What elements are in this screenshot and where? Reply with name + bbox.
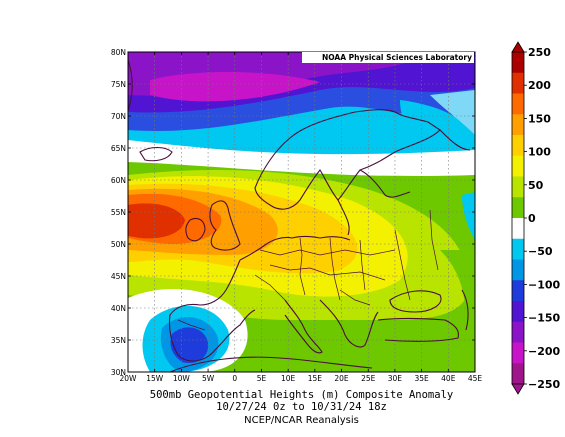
lon-tick-label: 0 [232,374,237,383]
lon-tick-label: 45E [468,374,483,383]
lat-tick-label: 55N [111,208,126,217]
colorbar-swatch [512,280,524,302]
colorbar-swatch [512,218,524,240]
colorbar-swatch [512,321,524,343]
colorbar-swatch [512,93,524,115]
lon-tick-label: 20W [120,374,138,383]
lat-tick-label: 35N [111,336,126,345]
lat-tick-label: 30N [111,368,126,377]
lat-tick-label: 70N [111,112,126,121]
caption-line-3: NCEP/NCAR Reanalysis [244,415,359,426]
colorbar-label: −200 [528,345,561,358]
colorbar-label: 150 [528,112,551,125]
colorbar-label: 250 [528,46,551,59]
colorbar-label: −100 [528,278,561,291]
colorbar-label: −250 [528,378,561,391]
lon-tick-label: 35E [414,374,429,383]
colorbar-swatch [512,72,524,94]
colorbar-label: 0 [528,212,536,225]
lat-tick-label: 65N [111,144,126,153]
colorbar-label: −50 [528,245,553,258]
lat-tick-label: 75N [111,80,126,89]
colorbar-cap-bottom [511,383,525,395]
colorbar-swatch [512,238,524,260]
colorbar-swatch [512,114,524,136]
lat-tick-label: 60N [111,176,126,185]
colorbar-label: −150 [528,312,561,325]
country-borders [177,209,439,331]
lon-tick-label: 15E [308,374,323,383]
colorbar-cap-top [511,41,525,53]
lon-tick-label: 5E [257,374,267,383]
colorbar-swatch [512,363,524,385]
lon-tick-label: 25E [361,374,376,383]
colorbar-swatch [512,135,524,157]
credit-label: NOAA Physical Sciences Laboratory [302,52,474,63]
colorbar-swatch [512,155,524,177]
colorbar [511,41,525,395]
anomaly-field [128,52,475,372]
colorbar-labels: 250 200 150 100 50 0 −50 −100 −150 −200 −250 [524,46,561,391]
lon-tick-label: 15W [146,374,164,383]
caption-line-2: 10/27/24 0z to 10/31/24 18z [216,401,387,413]
colorbar-swatch [512,197,524,219]
lat-tick-label: 45N [111,272,126,281]
colorbar-swatch [512,52,524,74]
graticule [128,52,475,372]
lon-tick-label: 30E [388,374,403,383]
colorbar-swatch [512,259,524,281]
lat-tick-label: 40N [111,304,126,313]
latitude-ticks: 30N 35N 40N 45N 50N 55N 60N 65N 70N 75N 80N [111,48,475,377]
lon-tick-label: 5W [202,374,215,383]
colorbar-swatch [512,342,524,364]
lon-tick-label: 20E [334,374,349,383]
colorbar-swatch [512,176,524,198]
colorbar-label: 200 [528,79,551,92]
caption-line-1: 500mb Geopotential Heights (m) Composite… [149,389,454,401]
lon-tick-label: 10W [173,374,191,383]
lat-tick-label: 80N [111,48,126,57]
lon-tick-label: 40E [441,374,456,383]
lon-tick-label: 10E [281,374,296,383]
lat-tick-label: 50N [111,240,126,249]
colorbar-swatch [512,301,524,323]
colorbar-label: 50 [528,179,544,192]
coastlines [128,59,471,372]
colorbar-label: 100 [528,146,551,159]
